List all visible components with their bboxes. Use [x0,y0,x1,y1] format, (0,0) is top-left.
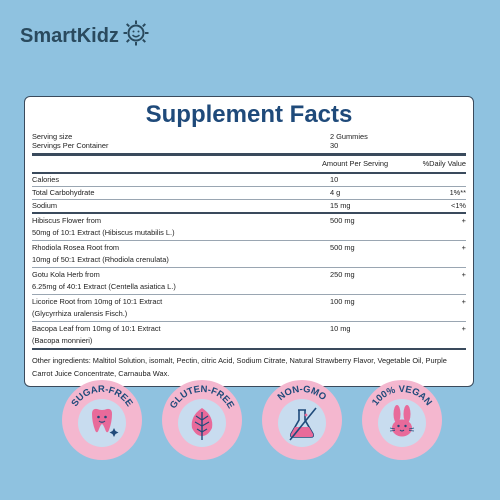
nutrient-dv: <1% [451,201,466,210]
herb-amount: 500 mg [330,216,355,225]
nutrient-amount: 15 mg [330,201,351,210]
nutrient-amount: 4 g [330,188,341,197]
herb-dv: + [461,243,466,252]
herb-extract: (Glycyrrhiza uralensis Fisch.) [32,309,128,318]
flask-icon [289,407,317,441]
facts-title: Supplement Facts [145,101,353,128]
herb-extract: (Bacopa monnieri) [32,336,93,345]
herb-amount: 100 mg [330,297,355,306]
daily-value-header: %Daily Value [422,159,466,168]
amount-per-serving-header: Amount Per Serving [322,159,389,168]
tooth-icon [92,408,119,437]
brand-logo: SmartKidz [20,20,149,52]
brand-name: SmartKidz [20,24,119,47]
badge-strip: SUGAR-FREE GLUTEN-FREE [0,378,500,462]
nutrient-row: Total Carbohydrate 4 g 1%** [32,187,466,200]
herb-extract: 6.25mg of 40:1 Extract (Centella asiatic… [32,282,176,291]
nutrient-name: Total Carbohydrate [32,188,95,197]
herb-dv: + [461,297,466,306]
herb-row: Gotu Kola Herb from 6.25mg of 40:1 Extra… [32,268,466,295]
bunny-icon [389,405,415,437]
servings-per-container-value: 30 [330,141,339,150]
leaf-icon [191,408,213,440]
servings-per-container-label: Servings Per Container [32,141,109,150]
other-ingredients: Other ingredients: Maltitol Solution, is… [32,356,447,378]
herb-extract: 10mg of 50:1 Extract (Rhodiola crenulata… [32,255,169,264]
herb-row: Hibiscus Flower from 50mg of 10:1 Extrac… [32,214,466,241]
herb-amount: 500 mg [330,243,355,252]
gluten-free-badge: GLUTEN-FREE [160,378,244,462]
facts-header-row: Amount Per Serving %Daily Value [32,156,466,174]
smiling-sun-icon [123,20,149,52]
nutrient-row: Sodium 15 mg <1% [32,200,466,214]
nutrient-dv: 1%** [449,188,466,197]
badge-label: NON-GMO [276,384,329,403]
herb-row: Rhodiola Rosea Root from 10mg of 50:1 Ex… [32,241,466,268]
sugar-free-badge: SUGAR-FREE [60,378,144,462]
serving-info: Serving size 2 Gummies Servings Per Cont… [32,131,466,156]
herb-name: Rhodiola Rosea Root from [32,243,120,252]
nutrient-name: Calories [32,175,60,184]
serving-size-value: 2 Gummies [330,132,368,141]
nutrient-row: Calories 10 [32,174,466,187]
herb-dv: + [461,270,466,279]
herb-row: Licorice Root from 10mg of 10:1 Extract … [32,295,466,322]
herb-extract: 50mg of 10:1 Extract (Hibiscus mutabilis… [32,228,175,237]
herb-name: Gotu Kola Herb from [32,270,100,279]
herb-amount: 10 mg [330,324,351,333]
nutrient-name: Sodium [32,201,58,210]
herb-dv: + [461,216,466,225]
herb-dv: + [461,324,466,333]
herb-name: Licorice Root from 10mg of 10:1 Extract [32,297,163,306]
serving-size-label: Serving size [32,132,73,141]
herb-row: Bacopa Leaf from 10mg of 10:1 Extract (B… [32,322,466,350]
non-gmo-badge: NON-GMO [260,378,344,462]
herb-name: Hibiscus Flower from [32,216,101,225]
supplement-facts-panel: Supplement Facts Serving size 2 Gummies … [24,96,474,387]
svg-text:NON-GMO: NON-GMO [276,384,329,403]
vegan-badge: 100% VEGAN [360,378,444,462]
nutrient-amount: 10 [330,175,339,184]
herb-name: Bacopa Leaf from 10mg of 10:1 Extract [32,324,161,333]
herb-amount: 250 mg [330,270,355,279]
